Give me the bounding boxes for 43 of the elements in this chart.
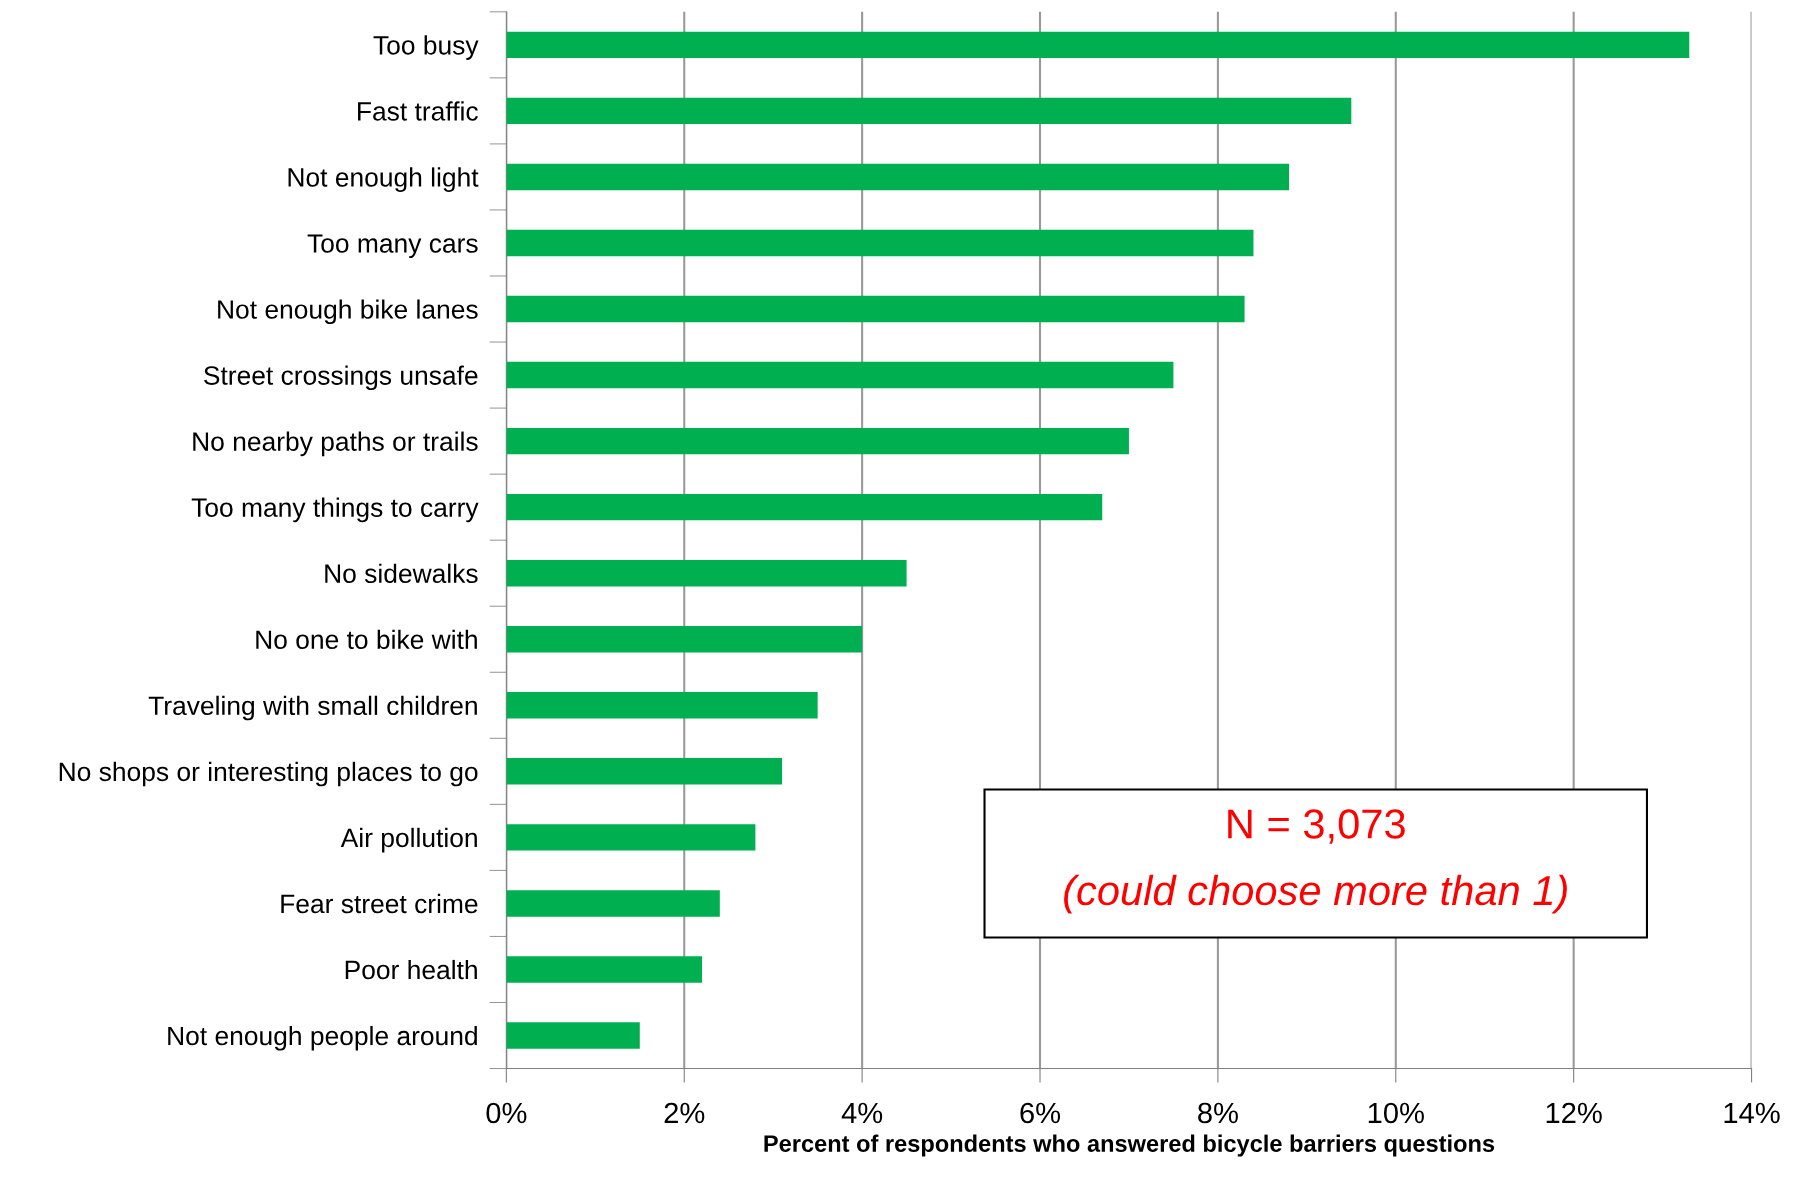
bar bbox=[506, 692, 818, 719]
bar bbox=[506, 97, 1352, 125]
x-tick-label: 4% bbox=[841, 1102, 883, 1124]
bar bbox=[506, 31, 1690, 59]
y-tick-label: Traveling with small children bbox=[148, 695, 477, 721]
x-tick-label: 2% bbox=[664, 1102, 705, 1124]
x-tick-label: 0% bbox=[486, 1102, 527, 1124]
bar bbox=[506, 1022, 640, 1049]
annotation: (could choose more than 1) bbox=[1064, 874, 1567, 914]
y-tick-label: Fear street crime bbox=[281, 893, 478, 914]
y-tick-label: No sidewalks bbox=[325, 563, 478, 584]
bar bbox=[506, 758, 783, 785]
bar bbox=[506, 824, 756, 851]
bar bbox=[506, 493, 1103, 521]
y-tick-label: No one to bike with bbox=[256, 629, 477, 650]
bar bbox=[506, 427, 1129, 455]
bar bbox=[506, 890, 720, 917]
annotation: N = 3,073 bbox=[1228, 809, 1405, 844]
y-tick-label: Too many things to carry bbox=[191, 497, 479, 523]
bar bbox=[506, 626, 863, 653]
x-axis-title: Percent of respondents who answered bicycle barriers questions bbox=[764, 1134, 1495, 1157]
bar bbox=[506, 559, 907, 587]
bar bbox=[506, 295, 1245, 323]
y-tick-label: No shops or interesting places to go bbox=[59, 761, 478, 787]
y-tick-label: Fast traffic bbox=[358, 101, 478, 121]
y-tick-label: Not enough people around bbox=[168, 1025, 477, 1051]
y-tick-label: Air pollution bbox=[340, 827, 477, 853]
y-tick-label: Too busy bbox=[373, 35, 479, 60]
bar bbox=[506, 361, 1174, 389]
bar bbox=[506, 163, 1290, 191]
y-tick-label: Too many cars bbox=[307, 234, 478, 259]
x-tick-label: 10% bbox=[1368, 1102, 1424, 1124]
x-tick-label: 12% bbox=[1546, 1102, 1602, 1124]
y-tick-label: No nearby paths or trails bbox=[193, 431, 478, 457]
y-tick-label: Poor health bbox=[345, 959, 477, 980]
y-tick-label: Street crossings unsafe bbox=[204, 365, 478, 391]
x-tick-label: 14% bbox=[1724, 1102, 1780, 1124]
y-tick-label: Not enough bike lanes bbox=[218, 299, 478, 325]
x-tick-label: 6% bbox=[1020, 1102, 1061, 1124]
x-tick-label: 8% bbox=[1198, 1102, 1238, 1124]
bar bbox=[506, 229, 1254, 257]
y-tick-label: Not enough light bbox=[288, 167, 479, 192]
bar bbox=[506, 956, 703, 983]
